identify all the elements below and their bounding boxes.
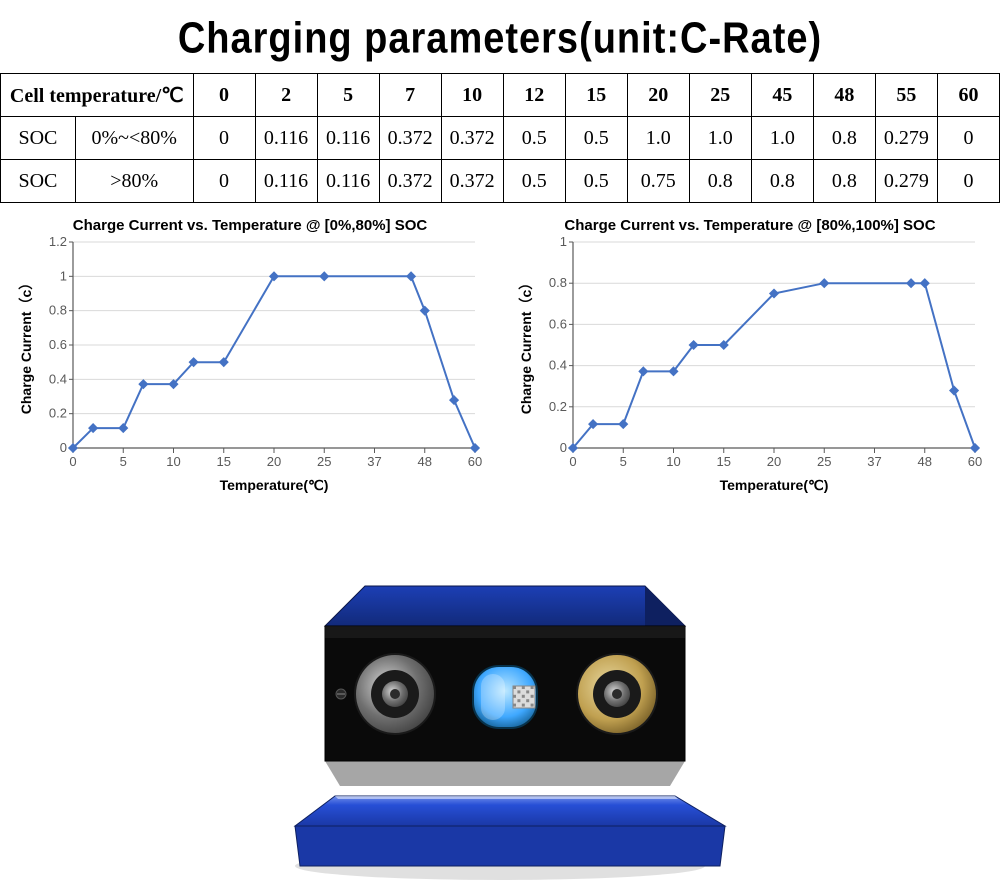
- table-cell: 1.0: [627, 117, 689, 160]
- svg-text:15: 15: [217, 454, 231, 469]
- svg-text:0: 0: [560, 440, 567, 455]
- svg-text:10: 10: [666, 454, 680, 469]
- svg-text:Charge Current（c）: Charge Current（c）: [18, 276, 34, 414]
- table-cell: 0.279: [875, 160, 937, 203]
- chart-right-wrap: Charge Current vs. Temperature @ [80%,10…: [515, 217, 985, 496]
- table-temp-header: 5: [317, 74, 379, 117]
- svg-text:1.2: 1.2: [49, 236, 67, 249]
- table-cell: 0: [193, 117, 255, 160]
- table-temp-header: 55: [875, 74, 937, 117]
- table-cell: 1.0: [751, 117, 813, 160]
- svg-text:37: 37: [867, 454, 881, 469]
- svg-text:0: 0: [60, 440, 67, 455]
- svg-text:0: 0: [69, 454, 76, 469]
- table-cell: 0.5: [565, 117, 627, 160]
- chart-left: 0 0.2 0.4 0.6 0.8 1 1.2 0 5 10 15 20 25 37 48 60 Tempera…: [15, 236, 485, 496]
- product-image-area: [0, 526, 1000, 886]
- table-cell: 0.8: [813, 160, 875, 203]
- table-cell: 0.116: [317, 117, 379, 160]
- svg-text:60: 60: [468, 454, 482, 469]
- table-cell: 0.372: [441, 117, 503, 160]
- svg-text:37: 37: [367, 454, 381, 469]
- table-temp-header: 60: [937, 74, 999, 117]
- table-cell: 0.8: [813, 117, 875, 160]
- table-cell: 0: [193, 160, 255, 203]
- table-temp-header: 15: [565, 74, 627, 117]
- table-cell: 0.372: [441, 160, 503, 203]
- svg-text:5: 5: [620, 454, 627, 469]
- table-temp-header: 25: [689, 74, 751, 117]
- table-temp-header: 7: [379, 74, 441, 117]
- table-cell: 1.0: [689, 117, 751, 160]
- svg-text:25: 25: [317, 454, 331, 469]
- svg-text:20: 20: [267, 454, 281, 469]
- svg-text:Temperature(℃): Temperature(℃): [220, 477, 329, 493]
- table-cell: 0.279: [875, 117, 937, 160]
- svg-text:Temperature(℃): Temperature(℃): [720, 477, 829, 493]
- table-row: SOC>80%00.1160.1160.3720.3720.50.50.750.…: [1, 160, 1000, 203]
- table-cell: 0.116: [255, 160, 317, 203]
- table-cell: 0.116: [317, 160, 379, 203]
- svg-text:1: 1: [560, 236, 567, 249]
- table-temp-header: 10: [441, 74, 503, 117]
- svg-text:48: 48: [418, 454, 432, 469]
- svg-text:0.8: 0.8: [49, 303, 67, 318]
- table-temp-header: 48: [813, 74, 875, 117]
- table-cell: 0: [937, 160, 999, 203]
- table-header-label: Cell temperature/℃: [1, 74, 194, 117]
- table-soc-label: SOC: [1, 160, 76, 203]
- svg-text:0.4: 0.4: [549, 358, 567, 373]
- table-cell: 0.372: [379, 160, 441, 203]
- table-temp-header: 45: [751, 74, 813, 117]
- table-cell: 0.8: [689, 160, 751, 203]
- charts-row: Charge Current vs. Temperature @ [0%,80%…: [0, 217, 1000, 496]
- table-cell: 0: [937, 117, 999, 160]
- svg-text:0.4: 0.4: [49, 371, 67, 386]
- svg-text:0.8: 0.8: [549, 275, 567, 290]
- table-soc-range: 0%~<80%: [75, 117, 193, 160]
- table-temp-header: 2: [255, 74, 317, 117]
- product-image: [265, 526, 735, 886]
- chart-left-title: Charge Current vs. Temperature @ [0%,80%…: [15, 217, 485, 234]
- svg-text:0.2: 0.2: [549, 399, 567, 414]
- table-cell: 0.5: [565, 160, 627, 203]
- svg-text:0: 0: [569, 454, 576, 469]
- svg-text:Charge Current（c）: Charge Current（c）: [518, 276, 534, 414]
- svg-text:1: 1: [60, 268, 67, 283]
- table-cell: 0.372: [379, 117, 441, 160]
- svg-text:60: 60: [968, 454, 982, 469]
- svg-text:48: 48: [918, 454, 932, 469]
- table-temp-header: 0: [193, 74, 255, 117]
- table-cell: 0.5: [503, 160, 565, 203]
- svg-text:0.6: 0.6: [49, 337, 67, 352]
- table-row: SOC0%~<80%00.1160.1160.3720.3720.50.51.0…: [1, 117, 1000, 160]
- svg-text:0.2: 0.2: [49, 406, 67, 421]
- svg-text:0.6: 0.6: [549, 316, 567, 331]
- table-soc-label: SOC: [1, 117, 76, 160]
- parameters-table: Cell temperature/℃0257101215202545485560…: [0, 73, 1000, 203]
- page-title: Charging parameters(unit:C-Rate): [0, 15, 1000, 64]
- table-temp-header: 12: [503, 74, 565, 117]
- table-cell: 0.5: [503, 117, 565, 160]
- page: Charging parameters(unit:C-Rate) Cell te…: [0, 0, 1000, 886]
- table-cell: 0.116: [255, 117, 317, 160]
- table-cell: 0.75: [627, 160, 689, 203]
- svg-text:20: 20: [767, 454, 781, 469]
- svg-text:5: 5: [120, 454, 127, 469]
- table-temp-header: 20: [627, 74, 689, 117]
- table-soc-range: >80%: [75, 160, 193, 203]
- svg-text:10: 10: [166, 454, 180, 469]
- chart-right-title: Charge Current vs. Temperature @ [80%,10…: [515, 217, 985, 234]
- table-cell: 0.8: [751, 160, 813, 203]
- chart-right: 00.20.40.60.810510152025374860Temperatur…: [515, 236, 985, 496]
- svg-text:25: 25: [817, 454, 831, 469]
- chart-left-wrap: Charge Current vs. Temperature @ [0%,80%…: [15, 217, 485, 496]
- svg-text:15: 15: [717, 454, 731, 469]
